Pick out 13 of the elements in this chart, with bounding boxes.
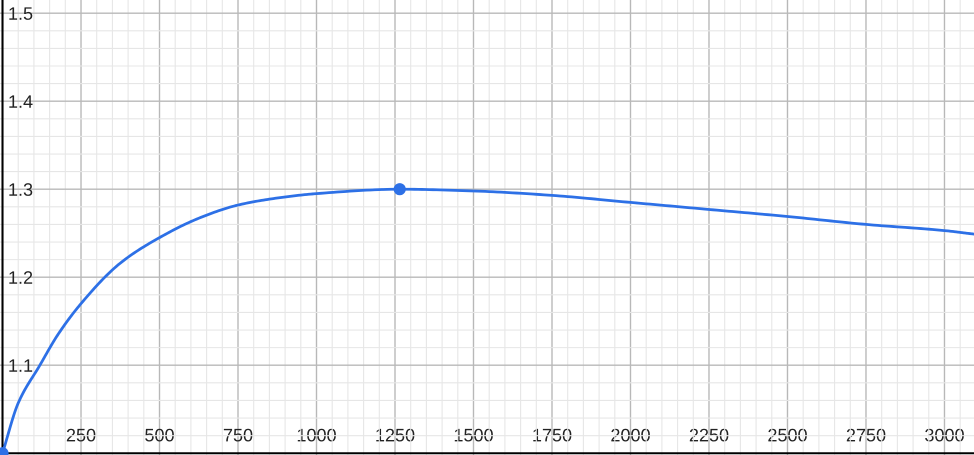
y-tick-label: 1.1 [9,359,32,372]
x-tick-label: 250 [66,428,96,442]
y-tick-label: 1.5 [9,7,32,20]
x-tick-label: 500 [145,428,174,442]
x-tick-label: 1500 [454,428,493,442]
x-tick-label: 1750 [533,428,572,442]
x-tick-label: 2750 [846,428,886,442]
x-tick-label: 1250 [376,428,414,442]
x-tick-label: 750 [224,428,252,442]
y-tick-label: 1.4 [9,95,33,108]
y-tick-label: 1.2 [9,271,32,284]
y-tick-label: 1.3 [9,183,32,196]
x-tick-label: 2250 [690,428,728,442]
